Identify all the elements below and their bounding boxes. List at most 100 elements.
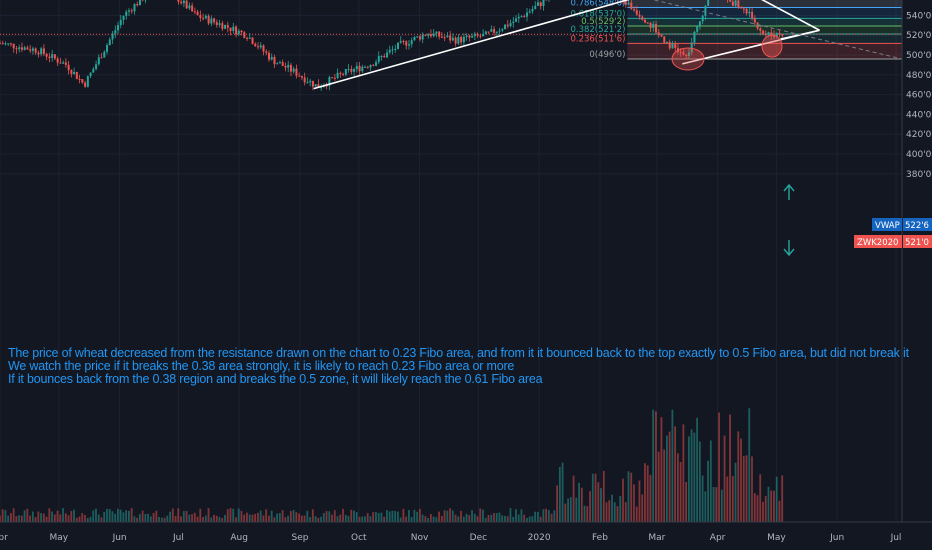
candle-body (655, 23, 658, 33)
candle-body (471, 35, 474, 38)
volume-bar (204, 515, 207, 522)
candle-body (482, 33, 485, 37)
candle-body (64, 62, 67, 65)
candle-body (1, 43, 4, 45)
candle-body (18, 47, 21, 50)
volume-bar (386, 510, 388, 522)
annotation-line-3: If it bounces back from the 0.38 region … (8, 372, 543, 386)
volume-bar (100, 517, 103, 522)
volume-bar (336, 516, 339, 522)
candle-body (465, 35, 468, 37)
candle-body (97, 57, 100, 65)
candle-body (306, 82, 309, 84)
volume-bar (498, 512, 501, 522)
candle-body (657, 32, 660, 35)
volume-bar (556, 485, 559, 522)
volume-bar (276, 513, 279, 522)
volume-bar (4, 510, 7, 522)
volume-bar (465, 513, 468, 522)
candle-body (355, 65, 358, 70)
candle-body (506, 24, 509, 27)
volume-bar (383, 516, 386, 522)
volume-bar (770, 490, 773, 522)
volume-bar (550, 513, 553, 522)
candle-body (429, 34, 432, 37)
candle-body (213, 18, 216, 23)
candle-body (0, 43, 1, 45)
fib-level-label: 0.236(511'6) (570, 34, 625, 44)
candle-body (383, 56, 386, 58)
volume-bar (751, 456, 753, 522)
volume-bar (638, 480, 641, 522)
grid-lines (0, 0, 902, 522)
candle-body (331, 77, 334, 79)
volume-bar (353, 510, 355, 522)
volume-bar (652, 409, 655, 522)
price-tag-name-bg (872, 218, 902, 231)
volume-bar (300, 515, 303, 522)
volume-bar (246, 512, 248, 522)
candle-body (473, 33, 476, 36)
candle-body (336, 72, 339, 78)
volume-bar (84, 515, 86, 522)
x-tick-label: Mar (648, 533, 665, 543)
volume-bar (657, 451, 660, 522)
volume-bar (0, 515, 1, 522)
volume-bar (248, 514, 251, 522)
volume-bar (59, 514, 62, 522)
volume-bar (622, 478, 624, 522)
fib-band (627, 26, 902, 34)
volume-bar (355, 512, 358, 522)
candle-body (427, 34, 430, 36)
candle-body (407, 44, 410, 46)
volume-bar (147, 513, 150, 522)
candle-body (391, 49, 394, 51)
volume-bar (778, 500, 781, 522)
volume-bar (380, 512, 383, 522)
price-axis[interactable]: 620'0600'0580'0560'0540'0520'0500'0480'0… (854, 0, 932, 550)
volume-bar (633, 484, 635, 522)
volume-bar (646, 465, 649, 522)
volume-bar (95, 508, 97, 522)
volume-bar (759, 474, 762, 522)
volume-bar (553, 510, 556, 522)
candle-body (542, 0, 545, 7)
candle-body (29, 49, 32, 51)
volume-bar (484, 517, 487, 522)
candle-body (487, 31, 490, 33)
candle-body (416, 36, 419, 38)
candle-body (364, 66, 367, 68)
candle-body (539, 2, 542, 7)
volume-bar (542, 509, 545, 522)
candle-body (259, 45, 262, 48)
volume-bar (97, 514, 100, 522)
volume-bar (468, 515, 471, 522)
candle-body (207, 15, 210, 24)
volume-bar (350, 509, 353, 522)
volume-bar (298, 513, 300, 522)
volume-bar (701, 475, 704, 522)
volume-bar (108, 509, 111, 522)
volume-bar (40, 513, 42, 522)
candle-body (199, 15, 202, 18)
volume-bar (196, 516, 199, 522)
candle-body (663, 36, 666, 43)
candle-body (111, 33, 114, 40)
volume-bar (73, 509, 75, 522)
fib-level-label: 0.382(521'2) (570, 25, 625, 35)
volume-bar (668, 431, 671, 522)
volume-bar (671, 409, 674, 522)
candle-body (528, 11, 531, 13)
volume-bar (177, 508, 180, 522)
time-axis[interactable]: Apr May Jun Jul Aug Sep Oct Nov Dec 2020 Feb Mar Apr… (0, 521, 932, 550)
volume-bar (707, 460, 709, 522)
candle-body (674, 43, 677, 48)
x-tick-label: Jun (112, 533, 127, 543)
volume-bar (539, 516, 542, 522)
volume-bar (432, 516, 435, 522)
volume-bar (133, 516, 136, 522)
volume-bar (676, 453, 679, 522)
y-tick-label: 500'0 (906, 51, 932, 61)
volume-bar (476, 516, 479, 522)
